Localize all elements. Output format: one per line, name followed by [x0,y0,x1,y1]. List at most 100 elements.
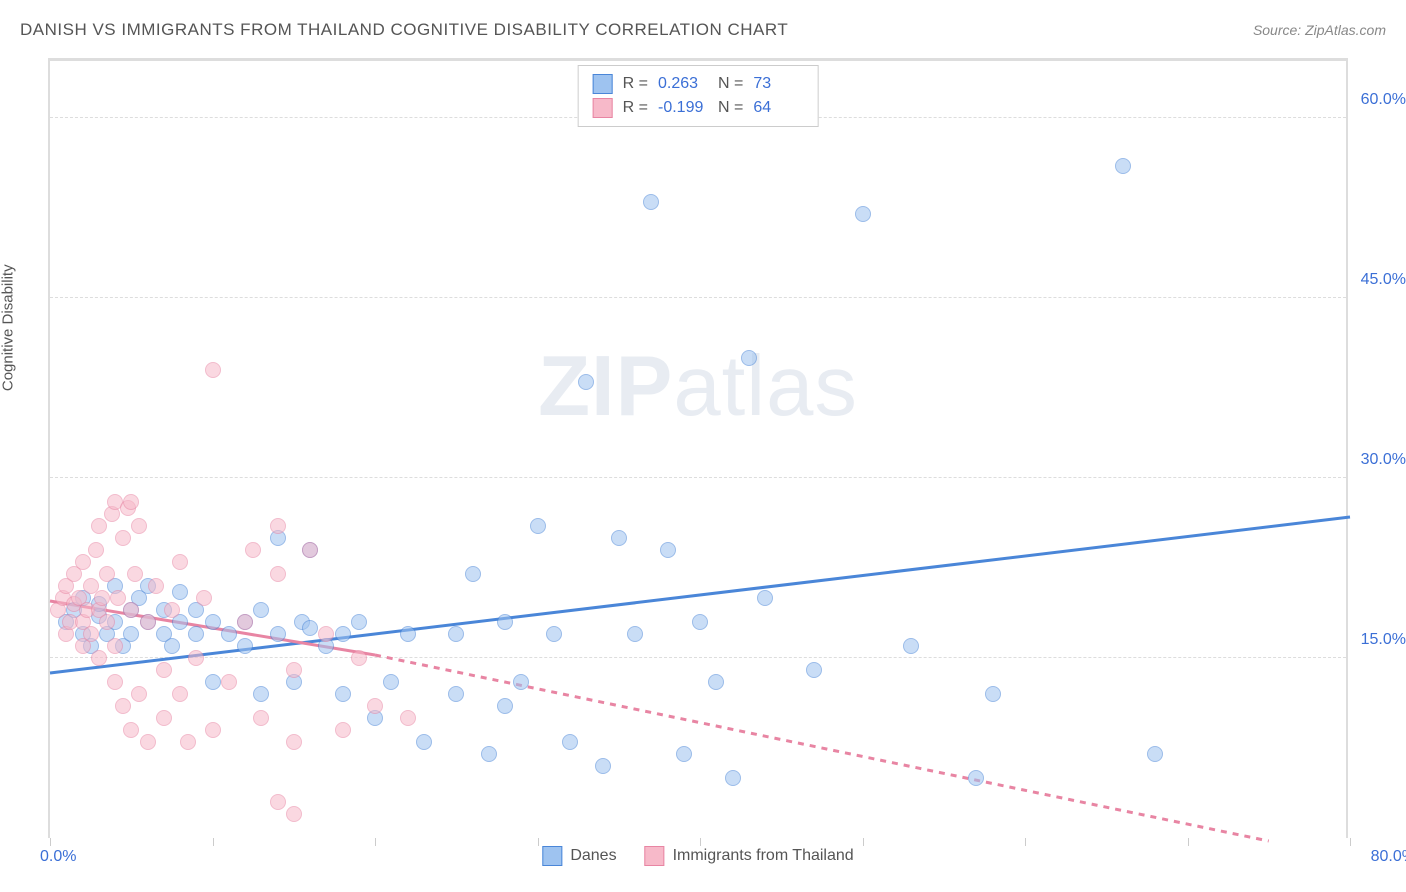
data-point-danes [643,194,659,210]
data-point-danes [335,686,351,702]
data-point-danes [465,566,481,582]
data-point-thailand [335,722,351,738]
data-point-thailand [75,554,91,570]
data-point-danes [351,614,367,630]
data-point-thailand [270,794,286,810]
data-point-danes [205,614,221,630]
x-tick [700,838,701,846]
data-point-thailand [127,566,143,582]
data-point-thailand [156,710,172,726]
data-point-thailand [91,650,107,666]
data-point-danes [497,614,513,630]
data-point-thailand [156,662,172,678]
data-point-thailand [131,518,147,534]
data-point-danes [627,626,643,642]
data-point-thailand [302,542,318,558]
data-point-danes [253,602,269,618]
y-tick-label: 45.0% [1361,271,1406,289]
data-point-danes [481,746,497,762]
page-title: DANISH VS IMMIGRANTS FROM THAILAND COGNI… [20,20,788,40]
data-point-thailand [148,578,164,594]
data-point-thailand [286,734,302,750]
data-point-danes [692,614,708,630]
legend-swatch-danes [542,846,562,866]
y-axis-label: Cognitive Disability [0,264,17,391]
data-point-thailand [253,710,269,726]
legend-swatch-thailand [645,846,665,866]
data-point-thailand [140,734,156,750]
x-tick [538,838,539,846]
data-point-thailand [400,710,416,726]
data-point-danes [253,686,269,702]
data-point-danes [123,626,139,642]
data-point-thailand [164,602,180,618]
data-point-danes [383,674,399,690]
x-tick [863,838,864,846]
legend: Danes Immigrants from Thailand [542,846,853,866]
data-point-thailand [107,674,123,690]
x-axis-max: 80.0% [1371,848,1406,866]
data-point-thailand [115,698,131,714]
data-point-thailand [351,650,367,666]
legend-item-danes: Danes [542,846,616,866]
data-point-thailand [270,518,286,534]
data-point-thailand [221,674,237,690]
x-tick [375,838,376,846]
r-value-thailand: -0.199 [658,99,708,117]
swatch-thailand [593,98,613,118]
data-point-danes [708,674,724,690]
x-axis-min: 0.0% [40,848,76,866]
data-point-thailand [123,602,139,618]
data-point-danes [530,518,546,534]
data-point-thailand [131,686,147,702]
data-point-thailand [196,590,212,606]
data-point-danes [741,350,757,366]
data-point-danes [237,638,253,654]
data-point-danes [611,530,627,546]
data-point-thailand [110,590,126,606]
data-point-danes [188,626,204,642]
data-point-danes [270,626,286,642]
data-point-danes [205,674,221,690]
data-point-thailand [91,518,107,534]
x-tick [1350,838,1351,846]
data-point-thailand [140,614,156,630]
data-point-danes [335,626,351,642]
legend-item-thailand: Immigrants from Thailand [645,846,854,866]
data-point-danes [448,686,464,702]
data-point-danes [855,206,871,222]
data-point-thailand [99,566,115,582]
data-point-thailand [88,542,104,558]
data-point-danes [595,758,611,774]
data-point-thailand [172,554,188,570]
data-point-thailand [83,626,99,642]
x-tick [50,838,51,846]
data-point-danes [448,626,464,642]
data-point-thailand [205,722,221,738]
data-point-thailand [99,614,115,630]
x-tick [1025,838,1026,846]
data-point-thailand [115,530,131,546]
data-point-danes [578,374,594,390]
data-point-danes [676,746,692,762]
data-point-thailand [286,662,302,678]
correlation-stats-box: R = 0.263 N = 73 R = -0.199 N = 64 [578,65,819,127]
data-point-thailand [107,638,123,654]
data-point-danes [757,590,773,606]
stats-row-thailand: R = -0.199 N = 64 [593,96,804,120]
data-point-danes [172,584,188,600]
r-value-danes: 0.263 [658,75,708,93]
data-point-danes [416,734,432,750]
data-point-thailand [367,698,383,714]
data-point-danes [221,626,237,642]
data-point-thailand [245,542,261,558]
x-tick [1188,838,1189,846]
data-point-danes [1115,158,1131,174]
data-point-danes [497,698,513,714]
data-point-danes [164,638,180,654]
data-point-thailand [172,686,188,702]
data-point-thailand [180,734,196,750]
data-point-thailand [286,806,302,822]
data-point-danes [562,734,578,750]
data-point-danes [903,638,919,654]
